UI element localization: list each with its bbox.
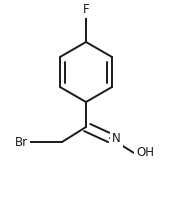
Text: OH: OH [136,147,154,160]
Text: N: N [112,132,121,145]
Text: F: F [83,3,89,16]
Text: Br: Br [15,136,28,149]
